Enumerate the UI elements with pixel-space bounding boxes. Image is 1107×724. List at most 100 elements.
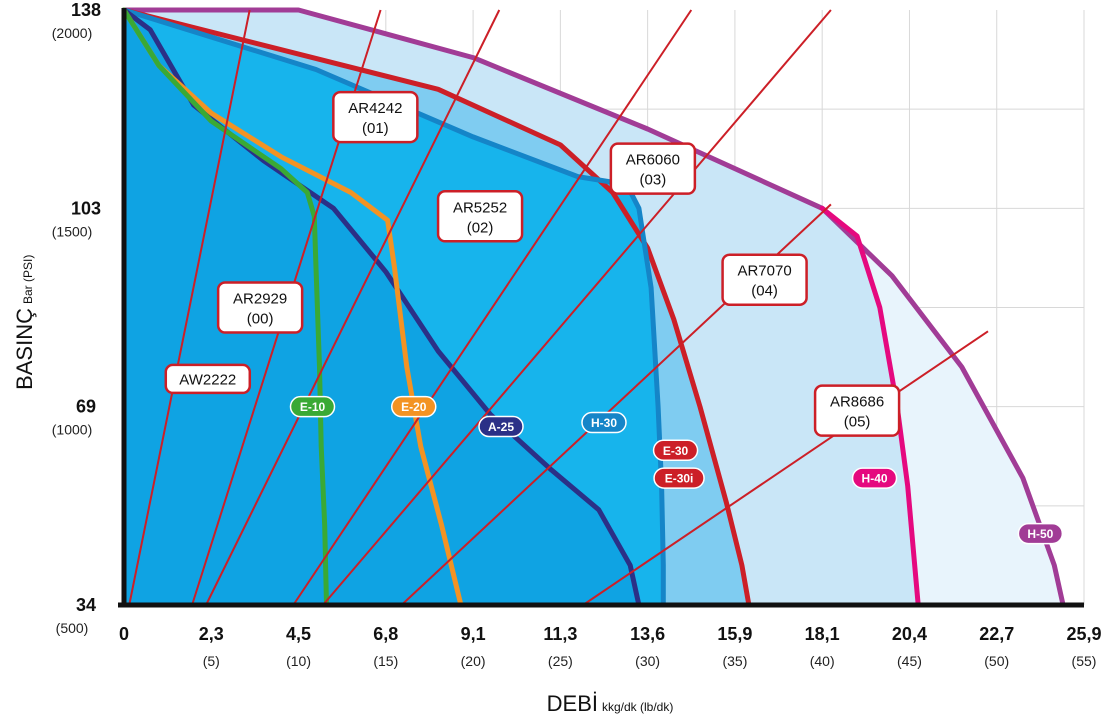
nozzle-label-ar4242: AR4242 (01) <box>332 90 419 144</box>
nozzle-label-ar5252: AR5252 (02) <box>436 190 524 243</box>
series-tag-pill <box>390 395 437 418</box>
x-tick-label: 13,6 <box>630 624 665 644</box>
x-tick-label: 9,1 <box>461 624 486 644</box>
x-tick-label: 0 <box>119 624 129 644</box>
series-tag-text: E-20 <box>401 400 427 414</box>
y-axis-title-unit: Bar (PSI) <box>21 255 35 304</box>
series-tag-h-40: H-40 <box>851 467 898 489</box>
nozzle-line-ar4242 <box>205 9 501 606</box>
tick-labels: 0 2,3 (5) 4,5 (10) 6,8 (15) 9,1 (20) 11,3 (25) 13,6… <box>52 0 1102 669</box>
nozzle-label-name: AR6060 <box>626 152 680 169</box>
x-tick-sublabel: (45) <box>897 653 922 669</box>
series-tag-text: A-25 <box>488 420 514 434</box>
nozzle-label-box <box>436 190 524 243</box>
nozzle-line-ar5252 <box>292 9 693 606</box>
labels: E-10 E-20 A-25 H-30 E-30 E-30i H-40 H-50 AW2222 A… <box>164 90 1064 545</box>
y-tick-label: 103 <box>71 198 101 218</box>
x-tick-sublabel: (5) <box>203 653 220 669</box>
region-a-25 <box>124 10 639 605</box>
nozzle-label-ar8686: AR8686 (05) <box>813 384 901 437</box>
x-axis-title-main: DEBİ <box>547 691 598 716</box>
nozzle-label-code: (01) <box>362 120 389 137</box>
x-axis-title-unit: kkg/dk (lb/dk) <box>602 700 673 714</box>
x-axis-title: DEBİ kkg/dk (lb/dk) <box>547 691 674 716</box>
series-tag-h-30: H-30 <box>581 411 627 434</box>
nozzle-label-name: AR7070 <box>737 263 791 280</box>
nozzle-label-aw2222: AW2222 <box>164 363 252 395</box>
x-tick-label: 11,3 <box>543 624 577 644</box>
x-tick-label: 6,8 <box>373 624 398 644</box>
series-tag-e-20: E-20 <box>390 395 437 418</box>
x-tick-sublabel: (25) <box>548 653 573 669</box>
series-tag-pill <box>1017 522 1064 545</box>
x-tick-sublabel: (20) <box>461 653 486 669</box>
series-tag-a-25: A-25 <box>478 415 524 438</box>
y-tick-sublabel: (2000) <box>52 25 92 41</box>
series-line-e-30 <box>121 7 752 608</box>
nozzle-label-box <box>609 142 697 195</box>
y-axis-title: BASINÇ Bar (PSI) <box>12 255 37 390</box>
series-tag-pill <box>652 439 699 462</box>
x-tick-sublabel: (40) <box>810 653 835 669</box>
y-tick-label: 34 <box>76 595 96 615</box>
nozzle-label-code: (03) <box>640 172 667 189</box>
series-tag-text: H-50 <box>1027 527 1053 541</box>
nozzle-label-name: AW2222 <box>179 371 236 388</box>
nozzle-lines <box>128 9 989 606</box>
y-tick-label: 69 <box>76 397 96 417</box>
nozzle-label-box <box>164 363 252 395</box>
nozzle-label-name: AR2929 <box>233 291 287 308</box>
series-tag-e-30: E-30 <box>652 439 699 462</box>
x-tick-label: 4,5 <box>286 624 311 644</box>
nozzle-label-ar2929: AR2929 (00) <box>216 281 304 334</box>
y-tick-sublabel: (500) <box>56 620 89 636</box>
x-tick-sublabel: (15) <box>373 653 398 669</box>
nozzle-label-name: AR5252 <box>453 199 507 216</box>
series-tag-e-10: E-10 <box>289 395 336 418</box>
x-tick-label: 2,3 <box>199 624 224 644</box>
x-tick-sublabel: (50) <box>984 653 1009 669</box>
nozzle-label-box <box>813 384 901 437</box>
series-tag-pill <box>581 411 627 434</box>
series-tag-text: E-30 <box>663 444 689 458</box>
series-tag-pill <box>851 467 898 489</box>
x-tick-label: 18,1 <box>805 624 840 644</box>
y-tick-label: 138 <box>71 0 101 20</box>
y-tick-sublabel: (1500) <box>52 223 92 239</box>
x-tick-sublabel: (55) <box>1072 653 1097 669</box>
x-tick-label: 25,9 <box>1066 624 1101 644</box>
nozzle-label-box <box>721 253 808 306</box>
series-tag-pill <box>653 467 705 489</box>
nozzle-label-code: (02) <box>467 219 494 236</box>
nozzle-label-code: (05) <box>844 414 871 431</box>
nozzle-label-box <box>216 281 304 334</box>
x-tick-sublabel: (30) <box>635 653 660 669</box>
x-tick-label: 22,7 <box>979 624 1014 644</box>
series-tag-text: H-40 <box>862 472 888 486</box>
axes <box>118 8 1084 608</box>
series-tag-pill <box>289 395 336 418</box>
nozzle-line-ar8686 <box>582 330 989 606</box>
series-tag-text: H-30 <box>591 416 617 430</box>
nozzle-label-ar7070: AR7070 (04) <box>721 253 808 306</box>
series-tag-e-30i: E-30i <box>653 467 705 489</box>
nozzle-line-ar6060 <box>322 9 832 606</box>
nozzle-label-box <box>332 90 419 144</box>
nozzle-line-aw2222 <box>128 9 251 606</box>
x-tick-label: 15,9 <box>717 624 752 644</box>
nozzle-label-code: (00) <box>247 311 274 328</box>
series-tag-pill <box>478 415 524 438</box>
nozzle-label-code: (04) <box>751 283 778 300</box>
nozzle-label-name: AR8686 <box>830 394 884 411</box>
series-line-e-20 <box>121 7 464 608</box>
y-axis-title-main: BASINÇ <box>12 308 37 390</box>
nozzle-label-name: AR4242 <box>348 100 402 117</box>
series-tag-text: E-10 <box>300 400 326 414</box>
series-tag-text: E-30i <box>665 472 694 486</box>
series-tag-h-50: H-50 <box>1017 522 1064 545</box>
x-tick-sublabel: (10) <box>286 653 311 669</box>
y-tick-sublabel: (1000) <box>52 422 92 438</box>
x-tick-label: 20,4 <box>892 624 927 644</box>
nozzle-label-ar6060: AR6060 (03) <box>609 142 697 195</box>
